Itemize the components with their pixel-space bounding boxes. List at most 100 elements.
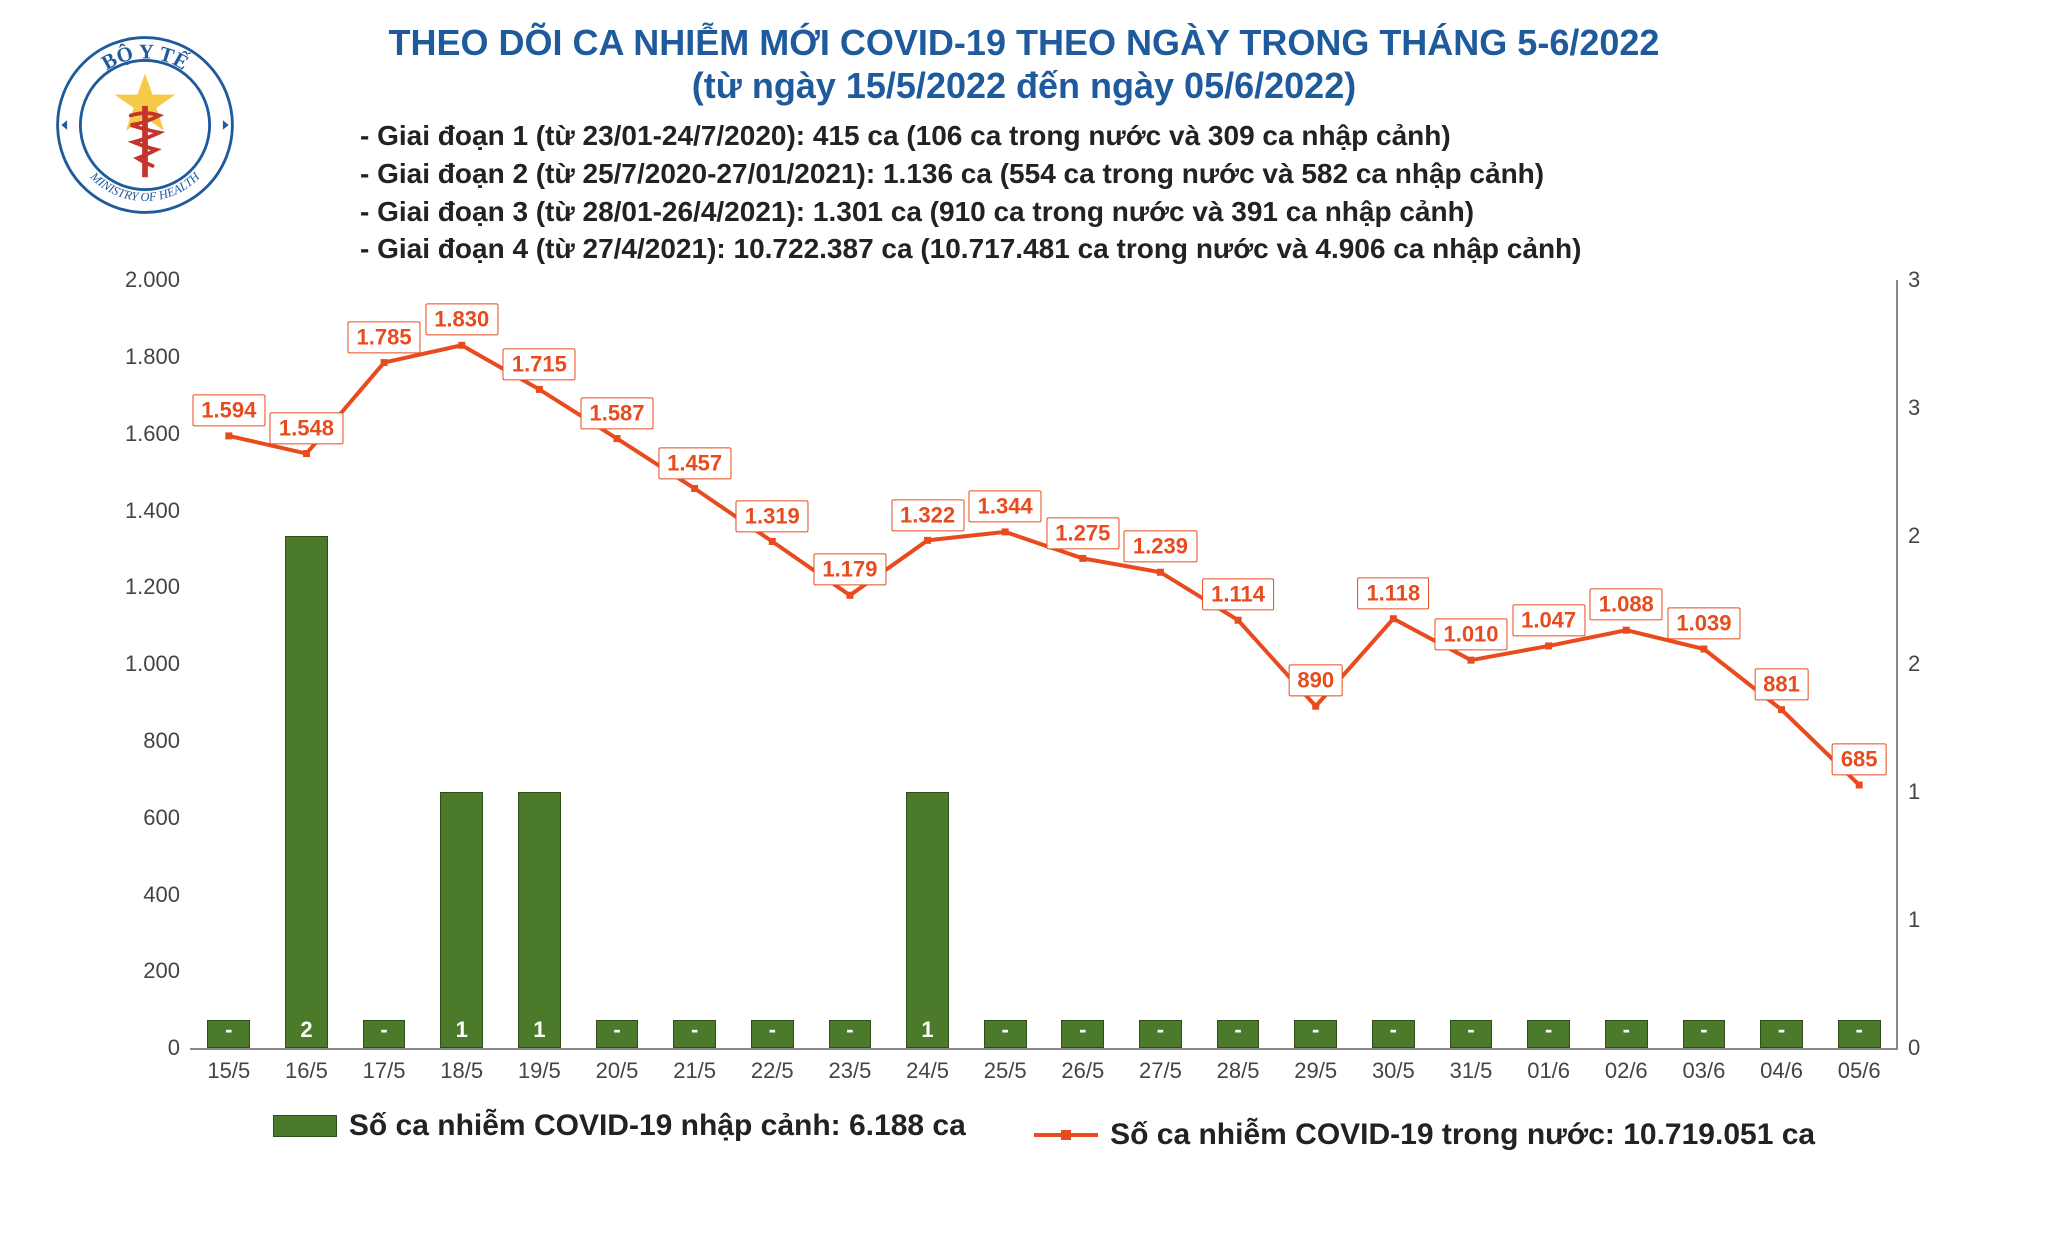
line-marker bbox=[614, 435, 621, 442]
point-label: 1.587 bbox=[580, 397, 653, 429]
chart-container: BỘ Y TẾ MINISTRY OF HEALTH THEO DÕI CA N… bbox=[0, 0, 2048, 1240]
y-left-tick: 400 bbox=[115, 882, 180, 908]
line-marker bbox=[303, 450, 310, 457]
x-tick: 28/5 bbox=[1217, 1058, 1260, 1084]
legend-bar: Số ca nhiễm COVID-19 nhập cảnh: 6.188 ca bbox=[273, 1109, 966, 1143]
point-label: 1.322 bbox=[891, 499, 964, 531]
line-marker bbox=[1856, 782, 1863, 789]
point-label: 1.039 bbox=[1667, 608, 1740, 640]
chart-legend: Số ca nhiễm COVID-19 nhập cảnh: 6.188 ca… bbox=[120, 1109, 1968, 1152]
x-tick: 19/5 bbox=[518, 1058, 561, 1084]
chart-title: THEO DÕI CA NHIỄM MỚI COVID-19 THEO NGÀY… bbox=[40, 20, 2008, 65]
y-left-tick: 800 bbox=[115, 728, 180, 754]
logo-staff-icon bbox=[142, 106, 148, 177]
point-label: 1.047 bbox=[1512, 605, 1585, 637]
legend-bar-label: Số ca nhiễm COVID-19 nhập cảnh: 6.188 ca bbox=[349, 1109, 966, 1143]
line-marker bbox=[691, 485, 698, 492]
line-marker bbox=[1545, 643, 1552, 650]
line-marker bbox=[769, 538, 776, 545]
x-tick: 20/5 bbox=[596, 1058, 639, 1084]
x-tick: 21/5 bbox=[673, 1058, 716, 1084]
line-marker bbox=[1778, 706, 1785, 713]
point-label: 1.088 bbox=[1590, 589, 1663, 621]
chart-area: -2-11----1------------ 1.5941.5481.7851.… bbox=[120, 280, 1968, 1160]
point-label: 1.239 bbox=[1124, 531, 1197, 563]
line-marker bbox=[381, 359, 388, 366]
line-marker bbox=[1157, 569, 1164, 576]
line-marker bbox=[225, 433, 232, 440]
line-marker bbox=[1235, 617, 1242, 624]
x-tick: 23/5 bbox=[828, 1058, 871, 1084]
x-tick: 22/5 bbox=[751, 1058, 794, 1084]
x-tick: 03/6 bbox=[1682, 1058, 1725, 1084]
line-marker bbox=[846, 592, 853, 599]
y-left-tick: 2.000 bbox=[115, 267, 180, 293]
line-series bbox=[229, 345, 1859, 785]
line-marker bbox=[536, 386, 543, 393]
line-marker bbox=[1700, 646, 1707, 653]
plot-area: -2-11----1------------ 1.5941.5481.7851.… bbox=[190, 280, 1898, 1050]
y-left-tick: 0 bbox=[115, 1035, 180, 1061]
point-label: 1.548 bbox=[270, 412, 343, 444]
point-label: 1.319 bbox=[736, 500, 809, 532]
line-marker bbox=[1623, 627, 1630, 634]
point-label: 1.715 bbox=[503, 348, 576, 380]
legend-line-label: Số ca nhiễm COVID-19 trong nước: 10.719.… bbox=[1110, 1118, 1815, 1152]
x-tick: 27/5 bbox=[1139, 1058, 1182, 1084]
y-left-tick: 1.400 bbox=[115, 498, 180, 524]
point-label: 1.344 bbox=[969, 490, 1042, 522]
ministry-logo: BỘ Y TẾ MINISTRY OF HEALTH bbox=[50, 30, 240, 220]
point-label: 890 bbox=[1288, 665, 1343, 697]
x-tick: 15/5 bbox=[207, 1058, 250, 1084]
point-label: 1.010 bbox=[1434, 619, 1507, 651]
note-line: - Giai đoạn 2 (từ 25/7/2020-27/01/2021):… bbox=[360, 155, 2008, 193]
x-tick: 18/5 bbox=[440, 1058, 483, 1084]
y-left-tick: 200 bbox=[115, 958, 180, 984]
note-line: - Giai đoạn 1 (từ 23/01-24/7/2020): 415 … bbox=[360, 117, 2008, 155]
line-marker bbox=[1079, 555, 1086, 562]
x-tick: 26/5 bbox=[1061, 1058, 1104, 1084]
x-tick: 30/5 bbox=[1372, 1058, 1415, 1084]
x-axis: 15/516/517/518/519/520/521/522/523/524/5… bbox=[190, 1058, 1898, 1088]
y-right-tick: 2 bbox=[1908, 651, 1953, 677]
y-left-tick: 1.000 bbox=[115, 651, 180, 677]
y-right-tick: 1 bbox=[1908, 907, 1953, 933]
chart-header: THEO DÕI CA NHIỄM MỚI COVID-19 THEO NGÀY… bbox=[40, 20, 2008, 107]
point-label: 685 bbox=[1832, 744, 1887, 776]
legend-bar-swatch-icon bbox=[273, 1115, 337, 1137]
note-line: - Giai đoạn 3 (từ 28/01-26/4/2021): 1.30… bbox=[360, 193, 2008, 231]
point-label: 1.830 bbox=[425, 304, 498, 336]
legend-line: Số ca nhiễm COVID-19 trong nước: 10.719.… bbox=[1034, 1118, 1815, 1152]
x-tick: 01/6 bbox=[1527, 1058, 1570, 1084]
y-right-tick: 2 bbox=[1908, 523, 1953, 549]
line-layer bbox=[190, 280, 1898, 1048]
x-tick: 04/6 bbox=[1760, 1058, 1803, 1084]
line-marker bbox=[1002, 529, 1009, 536]
point-label: 1.118 bbox=[1357, 577, 1429, 609]
x-tick: 25/5 bbox=[984, 1058, 1027, 1084]
line-marker bbox=[1468, 657, 1475, 664]
point-label: 1.179 bbox=[813, 554, 886, 586]
line-marker bbox=[1312, 703, 1319, 710]
x-tick: 24/5 bbox=[906, 1058, 949, 1084]
x-tick: 16/5 bbox=[285, 1058, 328, 1084]
y-left-tick: 600 bbox=[115, 805, 180, 831]
y-right-tick: 3 bbox=[1908, 267, 1953, 293]
x-tick: 05/6 bbox=[1838, 1058, 1881, 1084]
chart-subtitle: (từ ngày 15/5/2022 đến ngày 05/6/2022) bbox=[40, 65, 2008, 107]
point-label: 1.785 bbox=[348, 321, 421, 353]
y-left-tick: 1.800 bbox=[115, 344, 180, 370]
x-tick: 29/5 bbox=[1294, 1058, 1337, 1084]
point-label: 1.114 bbox=[1202, 579, 1274, 611]
phase-notes: - Giai đoạn 1 (từ 23/01-24/7/2020): 415 … bbox=[360, 117, 2008, 268]
point-label: 881 bbox=[1754, 668, 1809, 700]
y-right-tick: 1 bbox=[1908, 779, 1953, 805]
line-marker bbox=[458, 342, 465, 349]
y-left-tick: 1.600 bbox=[115, 421, 180, 447]
point-label: 1.457 bbox=[658, 447, 731, 479]
y-right-tick: 3 bbox=[1908, 395, 1953, 421]
note-line: - Giai đoạn 4 (từ 27/4/2021): 10.722.387… bbox=[360, 230, 2008, 268]
x-tick: 31/5 bbox=[1450, 1058, 1493, 1084]
y-right-tick: 0 bbox=[1908, 1035, 1953, 1061]
legend-line-swatch-icon bbox=[1034, 1133, 1098, 1137]
